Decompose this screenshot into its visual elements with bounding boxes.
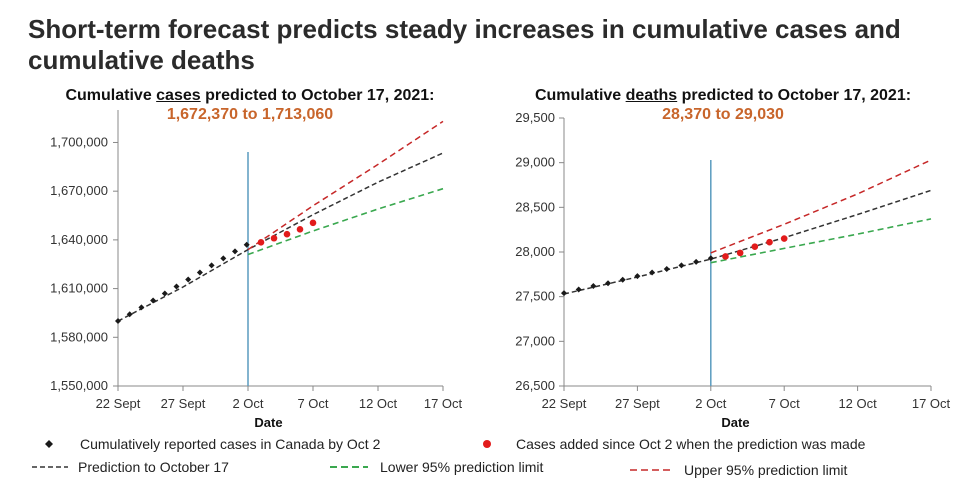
page-title: Short-term forecast predicts steady incr… xyxy=(28,14,901,75)
deaths-lower-line xyxy=(710,218,932,264)
deaths-prediction-line xyxy=(563,189,932,295)
cases-reported-point xyxy=(161,290,168,297)
deaths-y-tick-label: 28,500 xyxy=(515,199,555,214)
deaths-reported-point xyxy=(649,269,656,276)
cases-added-point xyxy=(309,219,317,227)
deaths-reported-point xyxy=(561,290,567,297)
legend-label-added: Cases added since Oct 2 when the predict… xyxy=(516,436,866,452)
cases-title-suffix: predicted to October 17, 2021: xyxy=(200,87,435,104)
deaths-reported-point xyxy=(707,255,714,262)
deaths-reported-point xyxy=(575,286,582,293)
cases-y-tick-label: 1,670,000 xyxy=(50,183,108,198)
cases-y-tick-label: 1,550,000 xyxy=(50,378,108,393)
deaths-chart-title: Cumulative deaths predicted to October 1… xyxy=(488,86,958,124)
legend-item-prediction: Prediction to October 17 xyxy=(32,459,229,475)
legend-label-lower: Lower 95% prediction limit xyxy=(380,459,544,475)
legend-item-upper: Upper 95% prediction limit xyxy=(630,462,847,478)
cases-x-tick-label: 12 Oct xyxy=(359,396,398,411)
deaths-added-point xyxy=(780,235,788,242)
deaths-added-point xyxy=(751,243,759,250)
cases-predicted-range: 1,672,370 to 1,713,060 xyxy=(166,106,334,123)
cases-chart-title: Cumulative cases predicted to October 17… xyxy=(20,86,480,124)
deaths-title-prefix: Cumulative xyxy=(534,87,626,104)
deaths-title-underlined: deaths xyxy=(625,87,678,104)
deaths-y-tick-label: 28,000 xyxy=(515,244,555,259)
legend-dash-lower xyxy=(330,466,368,468)
cases-title-prefix: Cumulative xyxy=(65,87,157,104)
deaths-x-tick-label: 12 Oct xyxy=(838,396,877,411)
deaths-y-tick-label: 29,500 xyxy=(515,110,555,125)
legend-label-reported: Cumulatively reported cases in Canada by… xyxy=(80,436,381,452)
cases-reported-point xyxy=(243,241,250,248)
cases-y-tick-label: 1,640,000 xyxy=(50,232,108,247)
legend-item-reported: Cumulatively reported cases in Canada by… xyxy=(42,436,380,452)
cases-y-tick-label: 1,610,000 xyxy=(50,281,108,296)
cases-reported-point xyxy=(150,297,157,304)
deaths-x-tick-label: 27 Sept xyxy=(615,396,660,411)
cases-reported-point xyxy=(115,318,121,325)
deaths-x-axis-label: Date xyxy=(721,415,749,430)
cases-reported-point xyxy=(196,269,203,276)
deaths-reported-point xyxy=(678,262,685,269)
deaths-reported-point xyxy=(590,282,597,289)
legend-dot-marker xyxy=(483,440,491,448)
cases-reported-point xyxy=(220,255,227,262)
deaths-predicted-range: 28,370 to 29,030 xyxy=(662,106,784,123)
legend-dash-prediction xyxy=(32,466,68,468)
cases-reported-point xyxy=(232,248,238,255)
deaths-added-point xyxy=(722,253,729,260)
cases-reported-point xyxy=(208,262,215,269)
cases-y-tick-label: 1,580,000 xyxy=(50,329,108,344)
legend-label-prediction: Prediction to October 17 xyxy=(78,459,229,475)
deaths-reported-point xyxy=(663,265,670,272)
deaths-added-point xyxy=(736,249,744,257)
deaths-reported-point xyxy=(693,258,700,265)
cases-added-point xyxy=(283,230,291,238)
legend-item-lower: Lower 95% prediction limit xyxy=(330,459,543,475)
cases-x-tick-label: 27 Sept xyxy=(161,396,206,411)
cases-added-point xyxy=(257,239,265,246)
cases-x-tick-label: 7 Oct xyxy=(297,396,328,411)
deaths-reported-point xyxy=(634,273,641,280)
cases-added-point xyxy=(270,234,278,242)
deaths-y-tick-label: 29,000 xyxy=(515,155,555,170)
deaths-reported-point xyxy=(605,280,612,287)
cases-lower-line xyxy=(247,187,444,256)
deaths-upper-line xyxy=(710,159,932,254)
deaths-y-tick-label: 27,000 xyxy=(515,333,555,348)
deaths-x-tick-label: 2 Oct xyxy=(695,396,726,411)
cases-title-underlined: cases xyxy=(156,87,201,104)
deaths-y-tick-label: 27,500 xyxy=(515,289,555,304)
cases-added-point xyxy=(296,226,304,233)
deaths-title-suffix: predicted to October 17, 2021: xyxy=(677,87,912,104)
cases-x-tick-label: 17 Oct xyxy=(424,396,463,411)
cases-upper-line xyxy=(247,120,444,251)
cases-prediction-line xyxy=(117,152,444,322)
cases-reported-point xyxy=(173,283,180,290)
cases-reported-point xyxy=(138,304,145,311)
cases-x-tick-label: 2 Oct xyxy=(232,396,263,411)
deaths-x-tick-label: 7 Oct xyxy=(769,396,800,411)
deaths-reported-point xyxy=(619,276,626,283)
deaths-added-point xyxy=(766,238,773,246)
cases-reported-point xyxy=(126,311,133,318)
cases-reported-point xyxy=(185,276,192,283)
legend-item-added: Cases added since Oct 2 when the predict… xyxy=(478,436,865,452)
legend-dash-upper xyxy=(630,469,670,471)
deaths-y-tick-label: 26,500 xyxy=(515,378,555,393)
cases-x-axis-label: Date xyxy=(254,415,282,430)
legend-diamond-marker xyxy=(45,440,53,448)
cases-y-tick-label: 1,700,000 xyxy=(50,134,108,149)
deaths-x-tick-label: 22 Sept xyxy=(542,396,587,411)
legend-label-upper: Upper 95% prediction limit xyxy=(684,462,848,478)
deaths-x-tick-label: 17 Oct xyxy=(912,396,951,411)
cases-x-tick-label: 22 Sept xyxy=(96,396,141,411)
